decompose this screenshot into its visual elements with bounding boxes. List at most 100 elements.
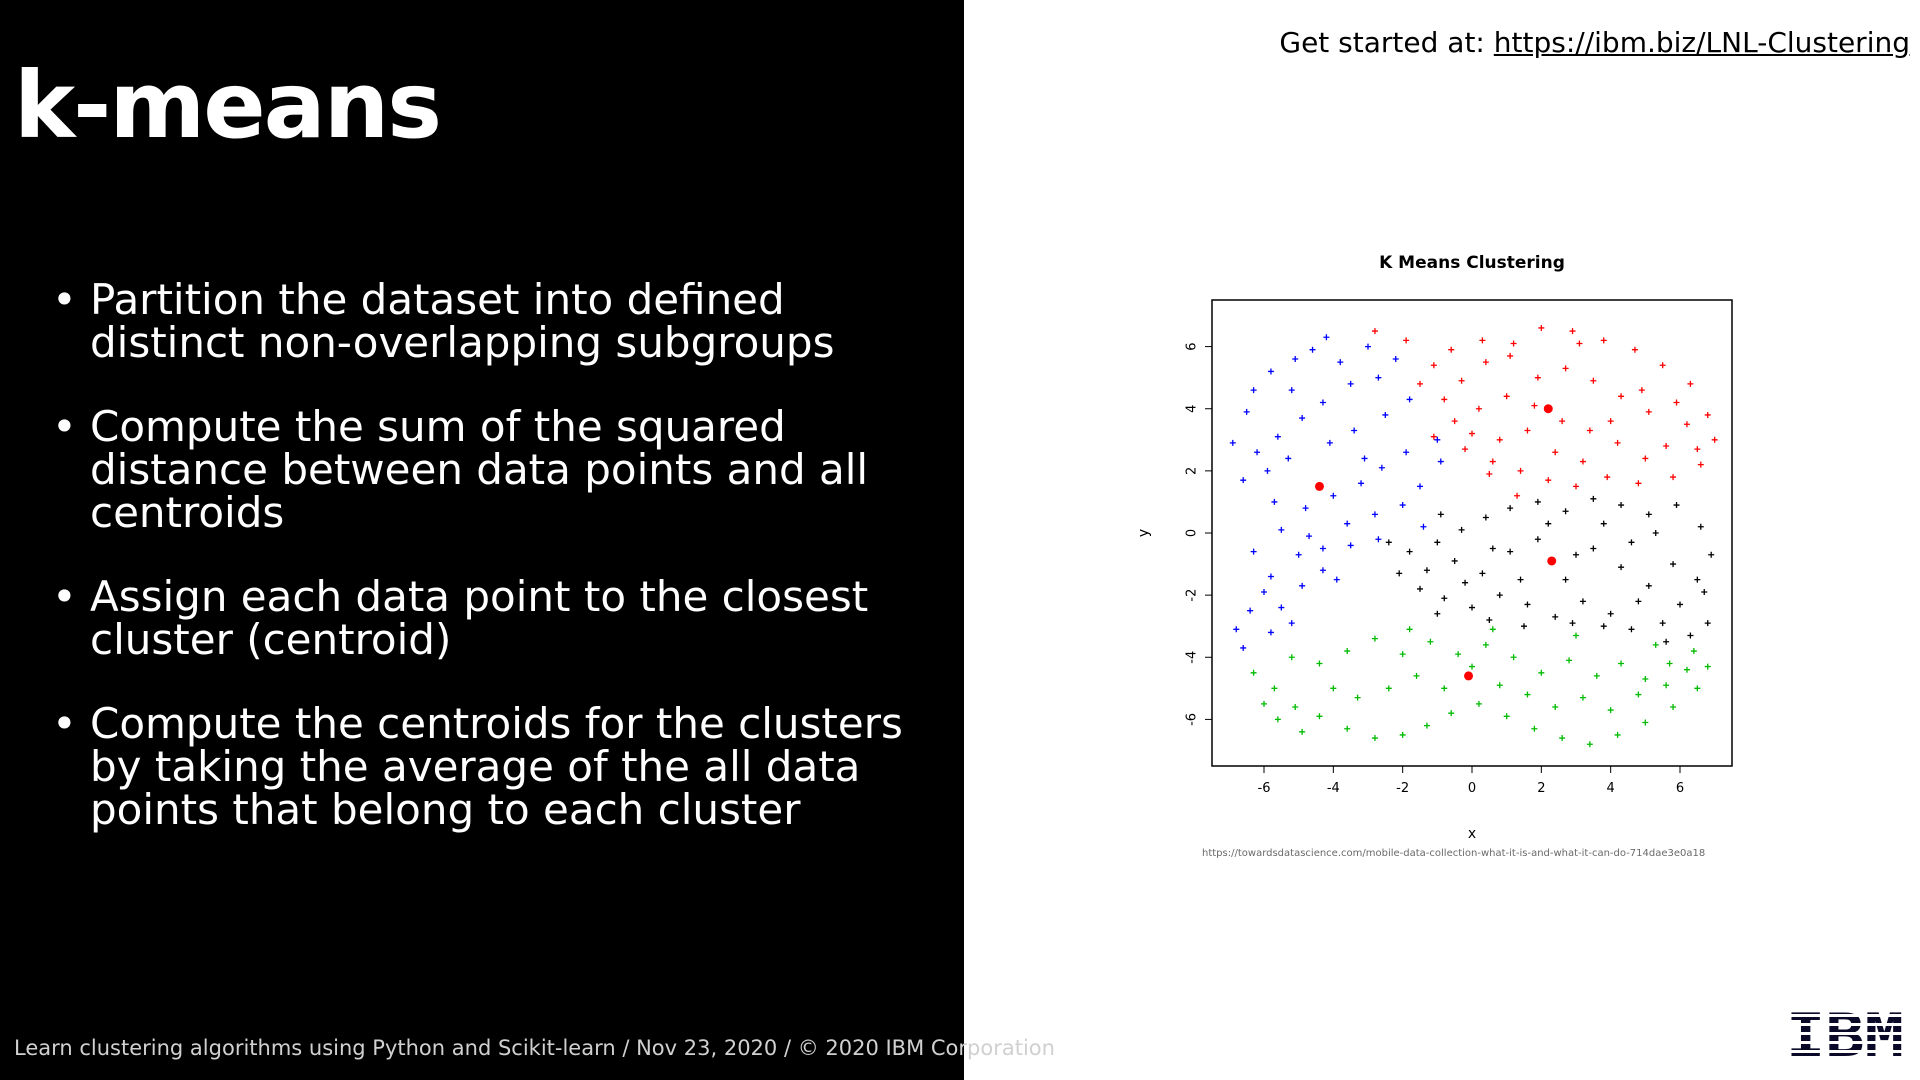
data-point — [1264, 467, 1271, 474]
data-point — [1573, 551, 1579, 558]
data-point — [1642, 676, 1649, 683]
data-point — [1496, 436, 1503, 443]
data-point — [1371, 328, 1378, 335]
data-point — [1261, 700, 1267, 707]
data-point — [1590, 377, 1597, 384]
data-point — [1704, 411, 1711, 418]
data-point — [1562, 576, 1569, 583]
data-point — [1604, 474, 1611, 481]
left-panel: k-means Partition the dataset into defin… — [0, 0, 964, 1080]
data-point — [1371, 511, 1378, 518]
data-point — [1510, 340, 1517, 347]
data-point — [1271, 685, 1278, 692]
data-point — [1482, 514, 1489, 521]
data-point — [1448, 346, 1455, 353]
data-point — [1299, 728, 1306, 735]
data-point — [1243, 408, 1250, 415]
data-point — [1683, 421, 1690, 428]
y-axis-label: y — [1136, 529, 1152, 537]
data-point — [1271, 498, 1278, 505]
data-point — [1670, 474, 1677, 481]
y-tick-label: 6 — [1185, 342, 1200, 350]
data-point — [1590, 495, 1597, 502]
data-point — [1399, 651, 1406, 658]
data-point — [1371, 735, 1378, 742]
data-point — [1694, 685, 1701, 692]
data-point — [1673, 502, 1680, 509]
data-point — [1586, 741, 1593, 748]
data-point — [1382, 411, 1389, 418]
data-point — [1423, 567, 1430, 574]
data-point — [1659, 620, 1666, 627]
data-point — [1645, 511, 1652, 518]
data-point — [1323, 334, 1330, 341]
x-tick-label: 2 — [1537, 781, 1545, 796]
data-point — [1406, 396, 1413, 403]
data-point — [1344, 725, 1351, 732]
data-point — [1645, 408, 1652, 415]
data-point — [1292, 703, 1299, 710]
data-point — [1417, 380, 1423, 387]
data-point — [1365, 343, 1371, 350]
centroid-point — [1314, 481, 1324, 491]
data-point — [1524, 691, 1531, 698]
data-point — [1437, 511, 1444, 518]
data-point — [1489, 458, 1496, 465]
data-point — [1607, 610, 1614, 617]
data-point — [1507, 505, 1514, 512]
data-point — [1507, 352, 1514, 359]
data-point — [1534, 374, 1541, 381]
data-point — [1482, 359, 1489, 366]
data-point — [1240, 477, 1247, 484]
data-point — [1545, 520, 1552, 527]
data-point — [1496, 592, 1503, 599]
data-point — [1319, 545, 1326, 552]
data-point — [1361, 455, 1368, 462]
data-point — [1635, 691, 1642, 698]
centroid-point — [1464, 671, 1474, 681]
data-point — [1229, 439, 1236, 446]
data-point — [1704, 663, 1711, 670]
data-point — [1538, 669, 1545, 676]
ibm-logo: IBM — [1786, 1008, 1904, 1058]
data-point — [1267, 368, 1274, 375]
x-axis-label: x — [1468, 826, 1476, 842]
get-started-link[interactable]: https://ibm.biz/LNL-Clustering — [1493, 26, 1910, 59]
data-point — [1413, 672, 1420, 679]
data-point — [1687, 380, 1694, 387]
data-point — [1618, 660, 1625, 667]
data-point — [1635, 480, 1642, 487]
get-started: Get started at: https://ibm.biz/LNL-Clus… — [1279, 26, 1910, 59]
data-point — [1618, 502, 1625, 509]
data-point — [1670, 561, 1677, 568]
data-point — [1503, 393, 1510, 400]
data-point — [1600, 337, 1607, 344]
data-point — [1285, 455, 1292, 462]
data-point — [1697, 523, 1704, 530]
data-point — [1434, 436, 1441, 443]
data-point — [1600, 520, 1607, 527]
data-point — [1267, 629, 1274, 636]
data-point — [1371, 635, 1378, 642]
data-point — [1458, 377, 1465, 384]
data-point — [1573, 632, 1579, 639]
data-point — [1458, 526, 1465, 533]
data-point — [1441, 685, 1448, 692]
data-point — [1486, 470, 1493, 477]
data-point — [1299, 582, 1306, 589]
data-point — [1586, 427, 1593, 434]
centroid-point — [1547, 556, 1557, 566]
data-point — [1579, 458, 1586, 465]
y-tick-label: 2 — [1185, 467, 1200, 475]
data-point — [1247, 607, 1254, 614]
data-point — [1423, 722, 1430, 729]
data-point — [1288, 387, 1295, 394]
data-point — [1510, 654, 1517, 661]
data-point — [1507, 548, 1514, 555]
data-point — [1670, 703, 1677, 710]
data-point — [1489, 626, 1496, 633]
data-point — [1479, 570, 1486, 577]
x-tick-label: -2 — [1396, 781, 1409, 796]
data-point — [1358, 480, 1365, 487]
data-point — [1344, 520, 1351, 527]
